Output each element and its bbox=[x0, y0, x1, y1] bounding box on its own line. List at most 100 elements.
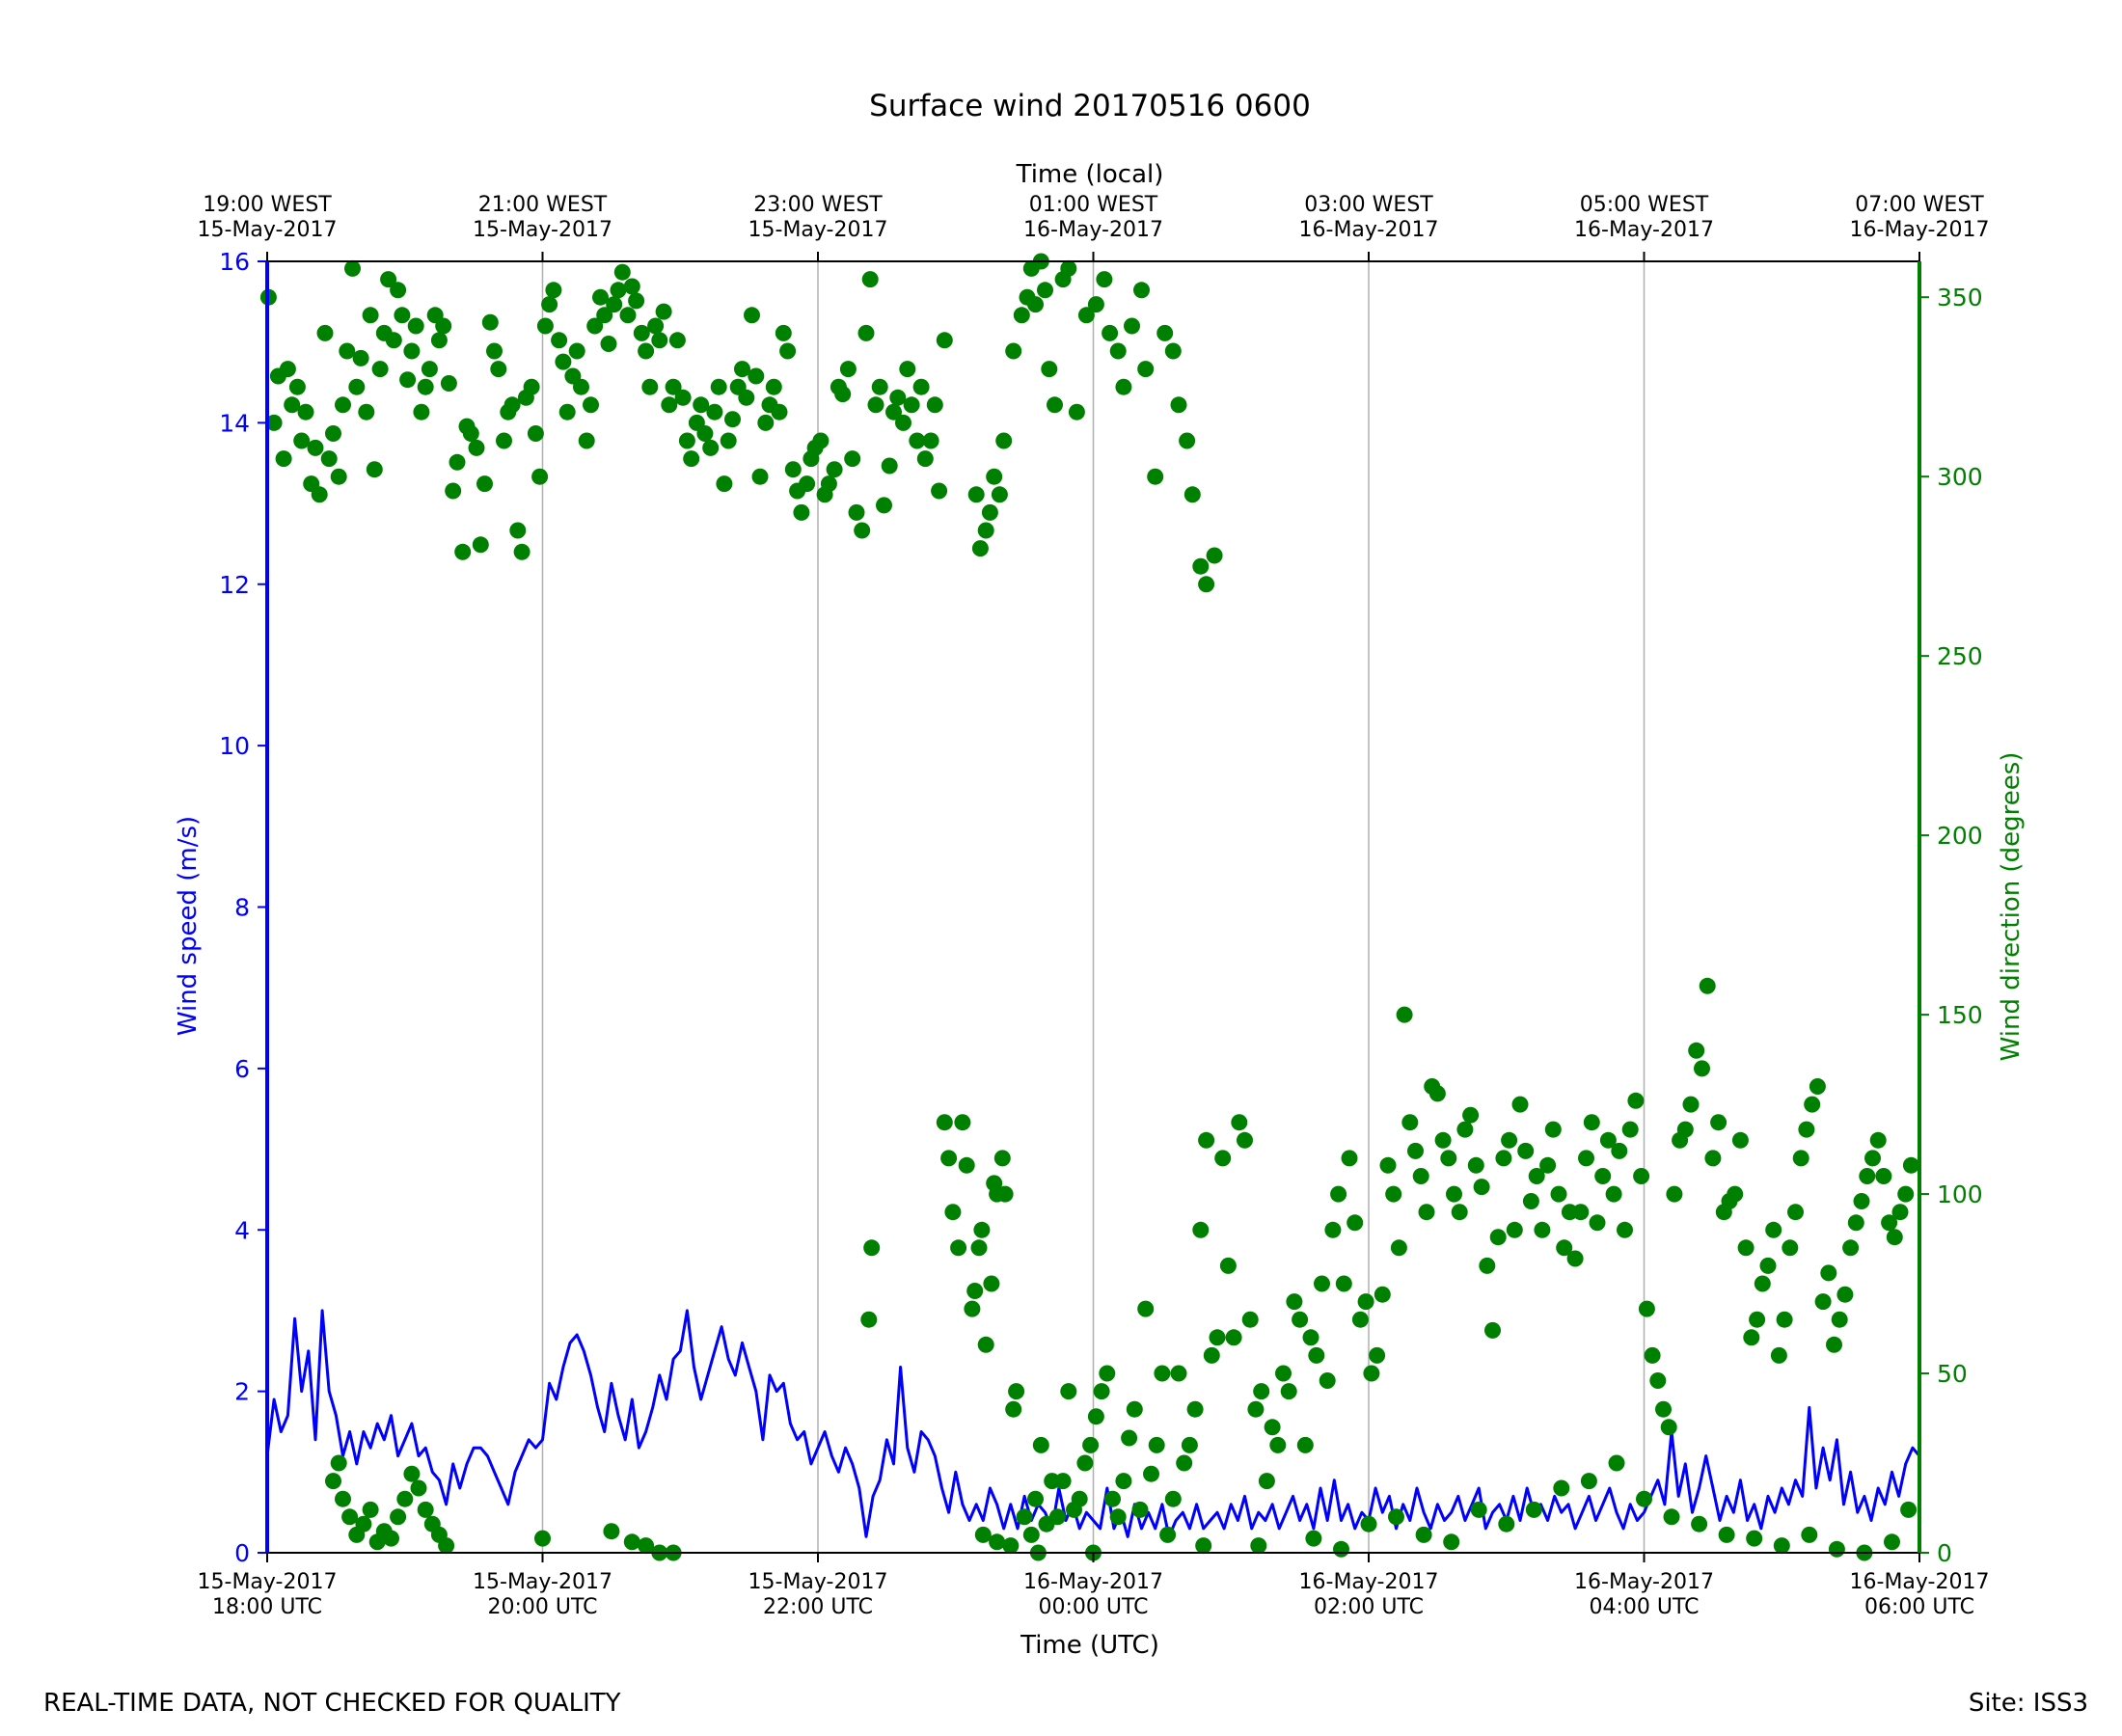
direction-point bbox=[1828, 1540, 1845, 1558]
direction-point bbox=[541, 296, 558, 313]
direction-point bbox=[531, 468, 549, 485]
y-axis-label-right: Wind direction (degrees) bbox=[1997, 752, 2026, 1062]
direction-point bbox=[950, 1239, 967, 1257]
x-top-tick-date: 16-May-2017 bbox=[1850, 218, 1990, 242]
direction-point bbox=[771, 403, 788, 420]
direction-point bbox=[826, 461, 843, 478]
direction-point bbox=[1206, 547, 1223, 564]
x-bottom-tick-time: 18:00 UTC bbox=[212, 1595, 322, 1619]
direction-point bbox=[683, 450, 700, 468]
direction-point bbox=[1434, 1131, 1452, 1149]
direction-point bbox=[1385, 1185, 1402, 1203]
direction-point bbox=[1363, 1365, 1380, 1382]
direction-point bbox=[1528, 1168, 1545, 1184]
direction-point bbox=[1881, 1214, 1898, 1232]
x-bottom-tick-date: 15-May-2017 bbox=[748, 1570, 888, 1594]
direction-point bbox=[702, 439, 720, 456]
direction-point bbox=[966, 1283, 984, 1299]
direction-point bbox=[861, 271, 879, 288]
direction-point bbox=[1176, 1454, 1193, 1472]
direction-point bbox=[1126, 1400, 1143, 1418]
ticks: 0 2 4 6 8 10 12 14 16 0 50 100 150 200 250 300 350 15-May… bbox=[198, 193, 1990, 1619]
direction-point bbox=[738, 389, 755, 406]
direction-point bbox=[1583, 1114, 1600, 1131]
direction-point bbox=[1773, 1537, 1790, 1555]
direction-point bbox=[1522, 1193, 1539, 1209]
direction-point bbox=[1594, 1168, 1612, 1184]
direction-point bbox=[981, 503, 998, 521]
direction-point bbox=[954, 1114, 971, 1131]
direction-point bbox=[820, 475, 837, 493]
direction-point bbox=[558, 403, 576, 420]
x-top-tick-date: 15-May-2017 bbox=[198, 218, 338, 242]
direction-point bbox=[325, 1473, 341, 1490]
direction-point bbox=[871, 378, 888, 395]
direction-point bbox=[1572, 1204, 1590, 1221]
x-bottom-tick-time: 02:00 UTC bbox=[1314, 1595, 1424, 1619]
direction-point bbox=[1104, 1490, 1121, 1507]
direction-point bbox=[586, 317, 604, 335]
direction-point bbox=[1754, 1275, 1771, 1292]
direction-point bbox=[1087, 296, 1104, 313]
direction-point bbox=[573, 378, 589, 395]
direction-point bbox=[1566, 1250, 1584, 1267]
y-left-tick-label: 0 bbox=[234, 1539, 250, 1567]
direction-point bbox=[1484, 1321, 1501, 1339]
direction-point bbox=[912, 378, 930, 395]
direction-point bbox=[293, 432, 311, 449]
direction-point bbox=[734, 361, 750, 378]
direction-point bbox=[417, 1501, 434, 1518]
direction-point bbox=[454, 543, 472, 560]
direction-point bbox=[1869, 1131, 1887, 1149]
direction-point bbox=[316, 324, 334, 341]
direction-point bbox=[606, 296, 623, 313]
direction-point bbox=[651, 332, 668, 349]
y-left-tick-label: 14 bbox=[219, 409, 250, 437]
direction-point bbox=[1022, 1526, 1040, 1543]
direction-point bbox=[1048, 1508, 1066, 1526]
direction-point bbox=[1418, 1204, 1435, 1221]
y-right-tick-label: 100 bbox=[1937, 1180, 1983, 1208]
direction-point bbox=[922, 432, 939, 449]
direction-point bbox=[860, 1311, 878, 1328]
direction-point bbox=[1605, 1185, 1622, 1203]
direction-point bbox=[668, 332, 686, 349]
direction-point bbox=[1467, 1156, 1484, 1174]
direction-point bbox=[641, 378, 659, 395]
direction-point bbox=[265, 414, 283, 431]
direction-point bbox=[1443, 1533, 1460, 1551]
direction-point bbox=[748, 367, 765, 385]
direction-point bbox=[1746, 1530, 1763, 1547]
direction-point bbox=[1324, 1221, 1342, 1238]
direction-point bbox=[1164, 1490, 1182, 1507]
direction-point bbox=[1093, 1383, 1110, 1400]
direction-point bbox=[991, 486, 1008, 503]
direction-point bbox=[1710, 1114, 1728, 1131]
direction-point bbox=[1599, 1131, 1617, 1149]
direction-point bbox=[1749, 1311, 1766, 1328]
disclaimer-text: REAL-TIME DATA, NOT CHECKED FOR QUALITY bbox=[43, 1689, 621, 1718]
direction-point bbox=[633, 324, 650, 341]
direction-point bbox=[1388, 1508, 1404, 1526]
direction-point bbox=[396, 1490, 414, 1507]
speed-line bbox=[265, 1309, 1921, 1538]
direction-point bbox=[834, 386, 852, 403]
direction-point bbox=[1544, 1121, 1562, 1138]
x-bottom-tick-date: 16-May-2017 bbox=[1574, 1570, 1714, 1594]
direction-point bbox=[1801, 1526, 1818, 1543]
direction-point bbox=[325, 425, 341, 442]
direction-point bbox=[1147, 468, 1164, 485]
direction-point bbox=[619, 307, 637, 324]
direction-point bbox=[1649, 1372, 1667, 1389]
direction-point bbox=[1479, 1257, 1496, 1274]
direction-point bbox=[665, 378, 682, 395]
direction-point bbox=[339, 342, 356, 360]
x-axis-label: Time (UTC) bbox=[1020, 1631, 1159, 1660]
direction-point bbox=[1498, 1515, 1515, 1533]
direction-point bbox=[889, 389, 907, 406]
direction-point bbox=[1115, 1473, 1132, 1490]
direction-point bbox=[1704, 1150, 1722, 1167]
direction-point bbox=[551, 332, 568, 349]
direction-point bbox=[1330, 1185, 1347, 1203]
direction-point bbox=[1608, 1454, 1625, 1472]
